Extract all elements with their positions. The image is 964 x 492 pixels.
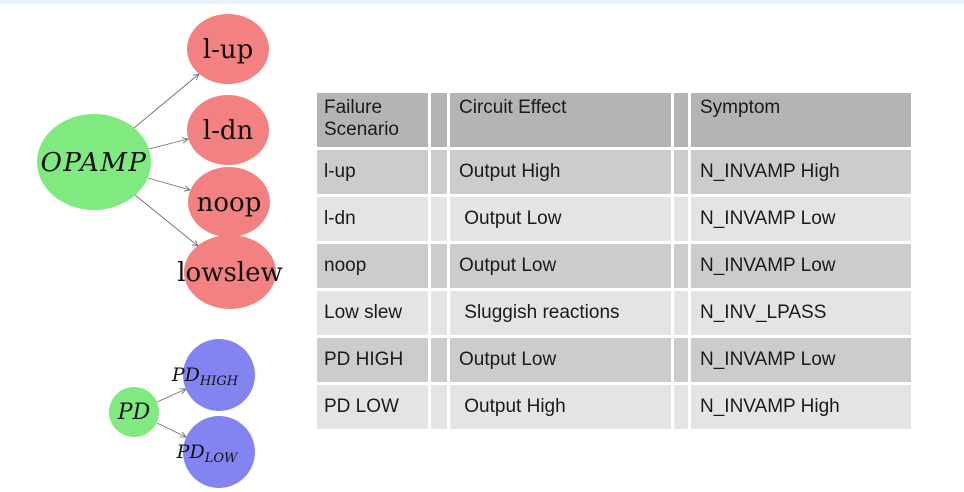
node-opamp-shape — [37, 114, 151, 210]
cell-failure-scenario: PD HIGH — [317, 338, 431, 385]
spacer-cell — [674, 150, 691, 197]
node-opamp-label: OPAMP — [41, 148, 148, 178]
spacer-cell — [674, 338, 691, 385]
node-pd: PD — [109, 387, 159, 437]
node-pdlow-label: PDLOW — [176, 441, 239, 466]
opamp-edges — [133, 73, 200, 247]
node-pd-shape — [109, 387, 159, 437]
node-pdhigh-label: PDHIGH — [171, 364, 239, 389]
cell-circuit-effect: Output Low — [450, 244, 674, 291]
spacer-cell — [431, 244, 450, 291]
edge-opamp-ldn — [148, 137, 189, 150]
spacer-cell — [431, 385, 450, 429]
node-pdlow-shape — [183, 416, 255, 488]
header-spacer-cell — [674, 93, 691, 150]
cell-failure-scenario: noop — [317, 244, 431, 291]
spacer-cell — [674, 385, 691, 429]
failure-symptom-table: Failure Scenario Circuit Effect Symptom … — [317, 93, 911, 429]
cell-symptom: N_INVAMP Low — [691, 197, 911, 244]
table-header-row: Failure Scenario Circuit Effect Symptom — [317, 93, 911, 150]
table-row: PD LOW Output High N_INVAMP High — [317, 385, 911, 429]
spacer-cell — [674, 291, 691, 338]
cell-symptom: N_INV_LPASS — [691, 291, 911, 338]
edge-opamp-lup — [133, 73, 200, 129]
node-ldn-shape — [187, 95, 269, 165]
node-opamp: OPAMP — [37, 114, 151, 210]
edge-pd-pdhigh — [156, 388, 187, 403]
node-lup-label: l-up — [203, 35, 254, 65]
spacer-cell — [431, 291, 450, 338]
node-pd-label: PD — [117, 400, 151, 425]
fault-tree-diagram: OPAMP l-up l-dn noop lowslew PD PDHIGH P… — [37, 14, 283, 488]
spacer-cell — [674, 197, 691, 244]
spacer-cell — [674, 244, 691, 291]
header-circuit-effect: Circuit Effect — [450, 93, 674, 150]
node-pdhigh-label-main: PD — [171, 364, 200, 386]
top-strip — [0, 0, 964, 4]
cell-symptom: N_INVAMP Low — [691, 338, 911, 385]
node-pdlow-label-sub: LOW — [204, 451, 239, 466]
edge-opamp-lowslew — [134, 194, 199, 247]
node-pdlow: PDLOW — [176, 416, 255, 488]
node-pdhigh: PDHIGH — [171, 339, 255, 411]
spacer-cell — [431, 338, 450, 385]
table-row: l-dn Output Low N_INVAMP Low — [317, 197, 911, 244]
edge-opamp-noop — [147, 177, 191, 192]
node-lowslew-shape — [184, 235, 276, 309]
cell-symptom: N_INVAMP Low — [691, 244, 911, 291]
cell-failure-scenario: PD LOW — [317, 385, 431, 429]
edge-pd-pdlow — [156, 422, 187, 438]
table-row: PD HIGH Output Low N_INVAMP Low — [317, 338, 911, 385]
spacer-cell — [431, 150, 450, 197]
node-lowslew-label: lowslew — [177, 258, 283, 288]
cell-circuit-effect: Output High — [450, 150, 674, 197]
cell-symptom: N_INVAMP High — [691, 385, 911, 429]
cell-circuit-effect: Output Low — [450, 197, 674, 244]
pd-edges — [156, 388, 187, 438]
header-failure-scenario: Failure Scenario — [317, 93, 431, 150]
node-noop: noop — [188, 167, 270, 237]
cell-failure-scenario: l-up — [317, 150, 431, 197]
cell-symptom: N_INVAMP High — [691, 150, 911, 197]
node-noop-label: noop — [197, 188, 262, 218]
header-spacer-cell — [431, 93, 450, 150]
table-row: l-up Output High N_INVAMP High — [317, 150, 911, 197]
node-pdlow-label-main: PD — [176, 441, 205, 463]
table-row: Low slew Sluggish reactions N_INV_LPASS — [317, 291, 911, 338]
header-symptom: Symptom — [691, 93, 911, 150]
node-pdhigh-label-sub: HIGH — [199, 374, 239, 389]
cell-failure-scenario: Low slew — [317, 291, 431, 338]
spacer-cell — [431, 197, 450, 244]
node-ldn-label: l-dn — [203, 116, 254, 146]
node-pdhigh-shape — [183, 339, 255, 411]
node-ldn: l-dn — [187, 95, 269, 165]
node-lowslew: lowslew — [177, 235, 283, 309]
cell-failure-scenario: l-dn — [317, 197, 431, 244]
node-lup-shape — [187, 14, 269, 84]
cell-circuit-effect: Sluggish reactions — [450, 291, 674, 338]
node-lup: l-up — [187, 14, 269, 84]
table-row: noop Output Low N_INVAMP Low — [317, 244, 911, 291]
node-noop-shape — [188, 167, 270, 237]
cell-circuit-effect: Output Low — [450, 338, 674, 385]
cell-circuit-effect: Output High — [450, 385, 674, 429]
